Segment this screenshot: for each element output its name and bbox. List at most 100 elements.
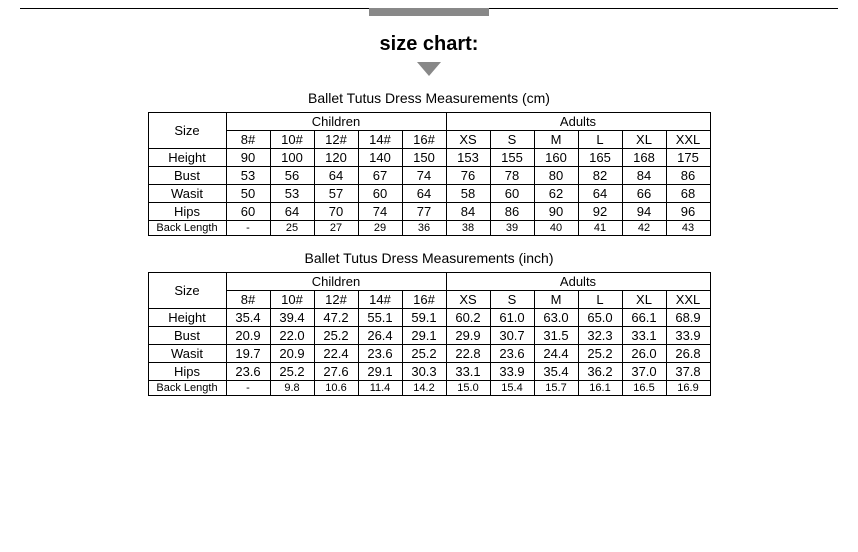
table-cell: 68: [666, 185, 710, 203]
page-title: size chart:: [0, 33, 858, 56]
table-cell: 165: [578, 149, 622, 167]
size-col-header: XS: [446, 131, 490, 149]
table-cell: 47.2: [314, 309, 358, 327]
table-cell: 20.9: [270, 345, 314, 363]
table-cell: 23.6: [358, 345, 402, 363]
table-cell: 26.0: [622, 345, 666, 363]
table-cell: 23.6: [226, 363, 270, 381]
table-cell: 35.4: [534, 363, 578, 381]
table-cell: 155: [490, 149, 534, 167]
table-cell: 90: [226, 149, 270, 167]
size-col-header: 14#: [358, 131, 402, 149]
table-cell: 120: [314, 149, 358, 167]
table-cell: 82: [578, 167, 622, 185]
table-cell: 77: [402, 203, 446, 221]
table-cell: 80: [534, 167, 578, 185]
table-cell: 168: [622, 149, 666, 167]
table-cell: 66.1: [622, 309, 666, 327]
table-cell: 63.0: [534, 309, 578, 327]
table-cell: 62: [534, 185, 578, 203]
row-label: Hips: [148, 203, 226, 221]
table-cell: 74: [358, 203, 402, 221]
table-cell: 25: [270, 221, 314, 236]
size-col-header: 14#: [358, 291, 402, 309]
table-cell: 15.7: [534, 381, 578, 396]
row-label: Wasit: [148, 185, 226, 203]
size-col-header: 8#: [226, 131, 270, 149]
table-row: Hips6064707477848690929496: [148, 203, 710, 221]
top-rule: [20, 8, 838, 9]
down-triangle-icon: [417, 62, 441, 76]
table-cell: 153: [446, 149, 490, 167]
size-col-header: M: [534, 291, 578, 309]
table-cell: 55.1: [358, 309, 402, 327]
table-cell: 31.5: [534, 327, 578, 345]
table-cell: 60.2: [446, 309, 490, 327]
table-cell: 15.4: [490, 381, 534, 396]
table-cell: 30.3: [402, 363, 446, 381]
table-cell: 53: [270, 185, 314, 203]
size-col-header: L: [578, 131, 622, 149]
row-label: Back Length: [148, 221, 226, 236]
table-cell: 36.2: [578, 363, 622, 381]
table-cell: 16.5: [622, 381, 666, 396]
tables-container: Ballet Tutus Dress Measurements (cm)Size…: [0, 90, 858, 396]
table-cell: 23.6: [490, 345, 534, 363]
size-col-header: S: [490, 291, 534, 309]
size-col-header: 12#: [314, 131, 358, 149]
table-cell: 16.9: [666, 381, 710, 396]
table-cell: 22.0: [270, 327, 314, 345]
size-col-header: XL: [622, 131, 666, 149]
table-cell: 11.4: [358, 381, 402, 396]
table-cell: 86: [666, 167, 710, 185]
table-cell: 64: [314, 167, 358, 185]
table-cell: 22.8: [446, 345, 490, 363]
size-col-header: XXL: [666, 291, 710, 309]
table-cell: 37.0: [622, 363, 666, 381]
table-cell: 61.0: [490, 309, 534, 327]
size-col-header: XS: [446, 291, 490, 309]
row-label: Height: [148, 309, 226, 327]
table-row: Height35.439.447.255.159.160.261.063.065…: [148, 309, 710, 327]
table-cell: 59.1: [402, 309, 446, 327]
table-cell: -: [226, 381, 270, 396]
table-cell: 60: [358, 185, 402, 203]
size-col-header: L: [578, 291, 622, 309]
table-cell: 74: [402, 167, 446, 185]
table-cell: 39: [490, 221, 534, 236]
table-cell: 175: [666, 149, 710, 167]
table-cell: 86: [490, 203, 534, 221]
table-cell: 100: [270, 149, 314, 167]
table-cell: 27.6: [314, 363, 358, 381]
table-cell: 66: [622, 185, 666, 203]
row-label: Bust: [148, 167, 226, 185]
table-cell: 70: [314, 203, 358, 221]
size-col-header: 8#: [226, 291, 270, 309]
table-cell: 24.4: [534, 345, 578, 363]
size-col-header: 16#: [402, 291, 446, 309]
table-cell: 9.8: [270, 381, 314, 396]
group-adults-header: Adults: [446, 113, 710, 131]
table-cell: 65.0: [578, 309, 622, 327]
size-header: Size: [148, 113, 226, 149]
table-cell: 33.9: [490, 363, 534, 381]
table-cell: 64: [402, 185, 446, 203]
table-cell: 60: [226, 203, 270, 221]
table-cell: 33.1: [622, 327, 666, 345]
table-cell: 41: [578, 221, 622, 236]
table-cell: 22.4: [314, 345, 358, 363]
table-cell: 25.2: [578, 345, 622, 363]
table-cell: 33.1: [446, 363, 490, 381]
table-cell: 94: [622, 203, 666, 221]
table-cell: 38: [446, 221, 490, 236]
table-cell: 10.6: [314, 381, 358, 396]
table-cell: 67: [358, 167, 402, 185]
table-cell: 33.9: [666, 327, 710, 345]
table-cell: 37.8: [666, 363, 710, 381]
table-row: Back Length-9.810.611.414.215.015.415.71…: [148, 381, 710, 396]
table-cell: 29: [358, 221, 402, 236]
table-cell: 19.7: [226, 345, 270, 363]
table-row: Hips23.625.227.629.130.333.133.935.436.2…: [148, 363, 710, 381]
top-rule-tab: [369, 8, 489, 16]
table-cell: 30.7: [490, 327, 534, 345]
